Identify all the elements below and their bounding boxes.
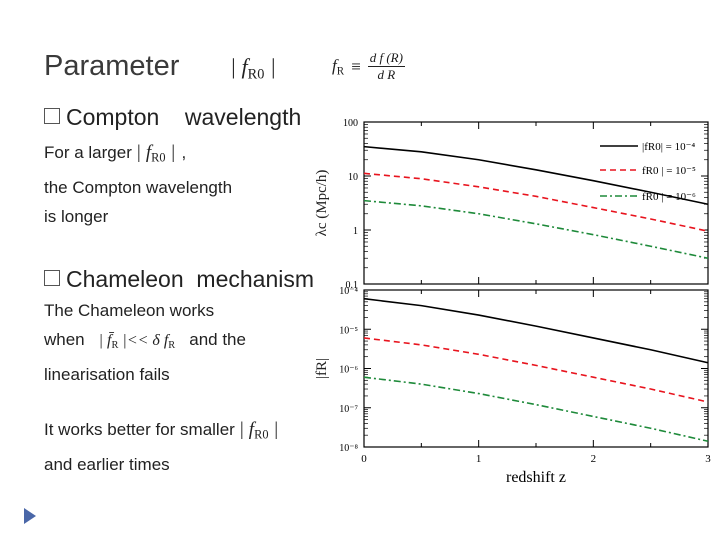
y-tick-label: 10: [348, 172, 358, 183]
title-math-fr0: | fR0 |: [230, 54, 276, 83]
fr-definition: fR ≡ d f (R) d R: [332, 50, 405, 82]
series-line-top-0: [363, 145, 709, 206]
series-line-top-2: [363, 199, 709, 260]
series-line-bottom-0: [363, 297, 709, 364]
plot-frame-bottom: [363, 289, 709, 448]
x-tick-label: 1: [476, 453, 482, 465]
y-tick-label: 0.1: [346, 280, 359, 291]
chameleon-text: The Chameleon works when | f̄R |<< δ fR an…: [44, 301, 246, 385]
compton-text: For a larger | fR0 |, the Compton wavelen…: [44, 142, 233, 226]
legend-label-0: |fR0| = 10⁻⁴: [642, 141, 695, 153]
x-axis-label: redshift z: [506, 469, 566, 486]
y-tick-label: 10⁻⁶: [339, 365, 358, 376]
y-tick-label: 10⁻⁴: [339, 286, 358, 297]
series-line-bottom-1: [363, 337, 709, 403]
slide-title: Parameter: [44, 50, 180, 82]
slide-nav-arrow-icon[interactable]: [24, 508, 36, 524]
y-axis-label-bottom: |fR|: [314, 358, 330, 379]
x-tick-label: 2: [591, 453, 597, 465]
y-tick-label: 10⁻⁵: [339, 325, 358, 336]
checkbox-bullet-icon: [44, 270, 60, 286]
legend-label-1: fR0 | = 10⁻⁵: [642, 165, 696, 177]
series-line-top-1: [363, 172, 709, 232]
bullet-compton: Compton wavelength: [44, 104, 301, 131]
x-tick-label: 0: [361, 453, 367, 465]
y-tick-label: 10⁻⁸: [339, 443, 358, 454]
y-tick-label: 100: [343, 118, 358, 129]
series-line-bottom-2: [363, 376, 709, 443]
checkbox-bullet-icon: [44, 108, 60, 124]
bullet-chameleon: Chameleon mechanism: [44, 266, 314, 293]
y-tick-label: 1: [353, 226, 358, 237]
footer-text: It works better for smaller | fR0 | and e…: [44, 419, 279, 474]
legend-label-2: fR0 | = 10⁻⁶: [642, 191, 696, 203]
y-axis-label-top: λc (Mpc/h): [314, 170, 330, 237]
x-tick-label: 3: [705, 453, 711, 465]
y-tick-label: 10⁻⁷: [339, 404, 358, 415]
